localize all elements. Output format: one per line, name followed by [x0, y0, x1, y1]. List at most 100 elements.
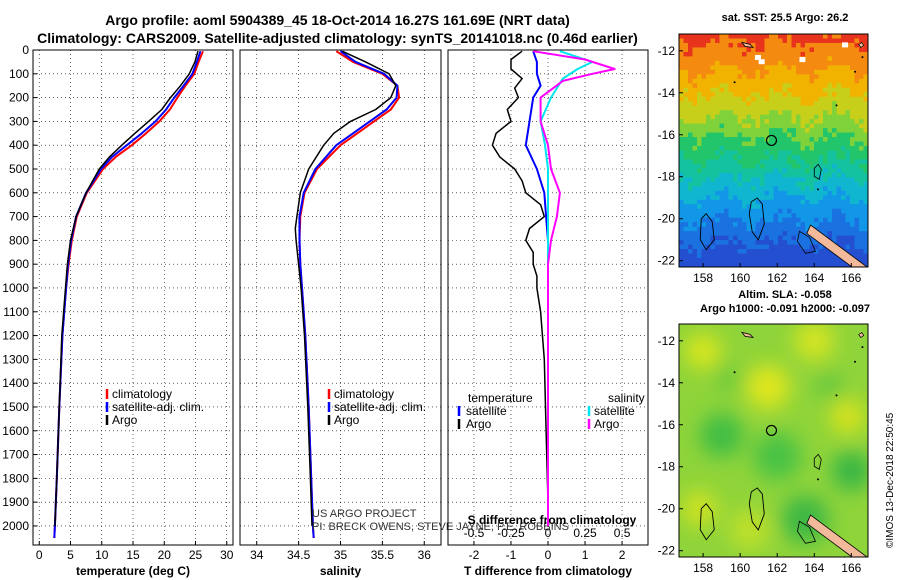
sst-cell — [845, 168, 851, 174]
sst-cell — [724, 101, 730, 107]
sst-cell — [728, 204, 734, 210]
sst-cell — [715, 123, 721, 129]
sst-cell — [710, 159, 716, 165]
sst-cell — [706, 110, 712, 116]
sst-cell — [787, 258, 793, 264]
sst-cell — [751, 217, 757, 223]
sst-cell — [859, 195, 865, 201]
sst-cell — [845, 34, 851, 40]
sst-cell — [769, 137, 775, 143]
sst-cell — [755, 128, 761, 134]
sst-cell — [782, 150, 788, 156]
sst-cell — [850, 128, 856, 134]
sst-cell — [818, 146, 824, 152]
sst-cell — [823, 60, 829, 66]
sst-cell — [710, 253, 716, 259]
sst-cell — [859, 235, 865, 241]
sst-cell — [697, 78, 703, 84]
sst-cell — [751, 132, 757, 138]
sst-cell — [773, 56, 779, 62]
sst-cell — [737, 172, 743, 178]
sst-cell — [764, 222, 770, 228]
sst-cell — [778, 195, 784, 201]
sst-cell — [742, 258, 748, 264]
sst-cell — [760, 235, 766, 241]
sst-cell — [805, 56, 811, 62]
sst-cell — [679, 87, 685, 93]
sst-cell — [787, 177, 793, 183]
sst-cell — [809, 56, 815, 62]
sst-cell — [836, 226, 842, 232]
x-tick-label: -2 — [469, 548, 480, 562]
sst-cell — [778, 168, 784, 174]
sst-cell — [782, 195, 788, 201]
sst-cell — [850, 74, 856, 80]
sst-cell — [809, 217, 815, 223]
sst-cell — [823, 222, 829, 228]
sst-cell — [818, 154, 824, 161]
sst-cell — [854, 231, 860, 237]
sst-cell — [719, 132, 725, 138]
sst-cell — [701, 222, 707, 228]
sst-cell — [710, 163, 716, 170]
sst-cell — [809, 253, 815, 259]
sst-cell — [679, 114, 685, 120]
sst-cell — [823, 119, 829, 125]
sst-cell — [724, 92, 730, 98]
sst-cell — [728, 92, 734, 98]
sst-cell — [679, 34, 685, 40]
sst-cell — [724, 123, 730, 129]
sst-cell — [832, 181, 838, 187]
sst-cell — [787, 181, 793, 187]
sla-blob — [685, 333, 722, 370]
sst-cell — [701, 244, 707, 250]
sst-cell — [688, 163, 694, 170]
sst-cell — [859, 119, 865, 125]
sst-cell — [805, 101, 811, 107]
sst-cell — [827, 177, 833, 183]
sst-cell — [814, 119, 820, 125]
sst-cell — [746, 195, 752, 201]
sst-cell — [863, 195, 868, 201]
sst-cell — [773, 92, 779, 98]
sst-cell — [769, 65, 775, 71]
sst-cell — [706, 249, 712, 255]
sst-cell — [697, 204, 703, 210]
sst-cell — [751, 199, 757, 205]
sst-cell — [701, 110, 707, 116]
sst-cell — [724, 181, 730, 187]
sst-cell — [710, 154, 716, 161]
x-tick-label: 20 — [158, 548, 172, 562]
sst-cell — [688, 231, 694, 237]
sst-cell — [827, 74, 833, 80]
sst-cell — [859, 87, 865, 93]
sst-cell — [791, 253, 797, 259]
sst-cell — [719, 60, 725, 66]
sst-cell — [719, 47, 725, 53]
sst-cell — [764, 105, 770, 111]
sst-cell — [683, 213, 689, 219]
sst-cell — [854, 114, 860, 120]
sst-cell — [827, 159, 833, 165]
sst-cell — [845, 172, 851, 178]
sst-cell — [809, 181, 815, 187]
sst-cell — [778, 92, 784, 98]
islet-dot — [854, 360, 857, 363]
sst-cell — [859, 240, 865, 246]
sst-cell — [859, 69, 865, 75]
sst-cell — [850, 105, 856, 111]
sst-cell — [719, 240, 725, 246]
sst-cell — [692, 222, 698, 228]
sst-cell — [697, 222, 703, 228]
legend-label: Argo — [334, 413, 360, 427]
sst-cell — [688, 114, 694, 120]
sst-cell — [836, 186, 842, 192]
sst-cell — [805, 141, 811, 147]
sst-cell — [688, 105, 694, 111]
y-tick-label: 1400 — [2, 376, 29, 390]
sst-cell — [719, 114, 725, 120]
sst-cell — [827, 181, 833, 187]
sst-cell — [850, 78, 856, 84]
sst-cell — [746, 163, 752, 170]
sst-cell — [719, 258, 725, 264]
